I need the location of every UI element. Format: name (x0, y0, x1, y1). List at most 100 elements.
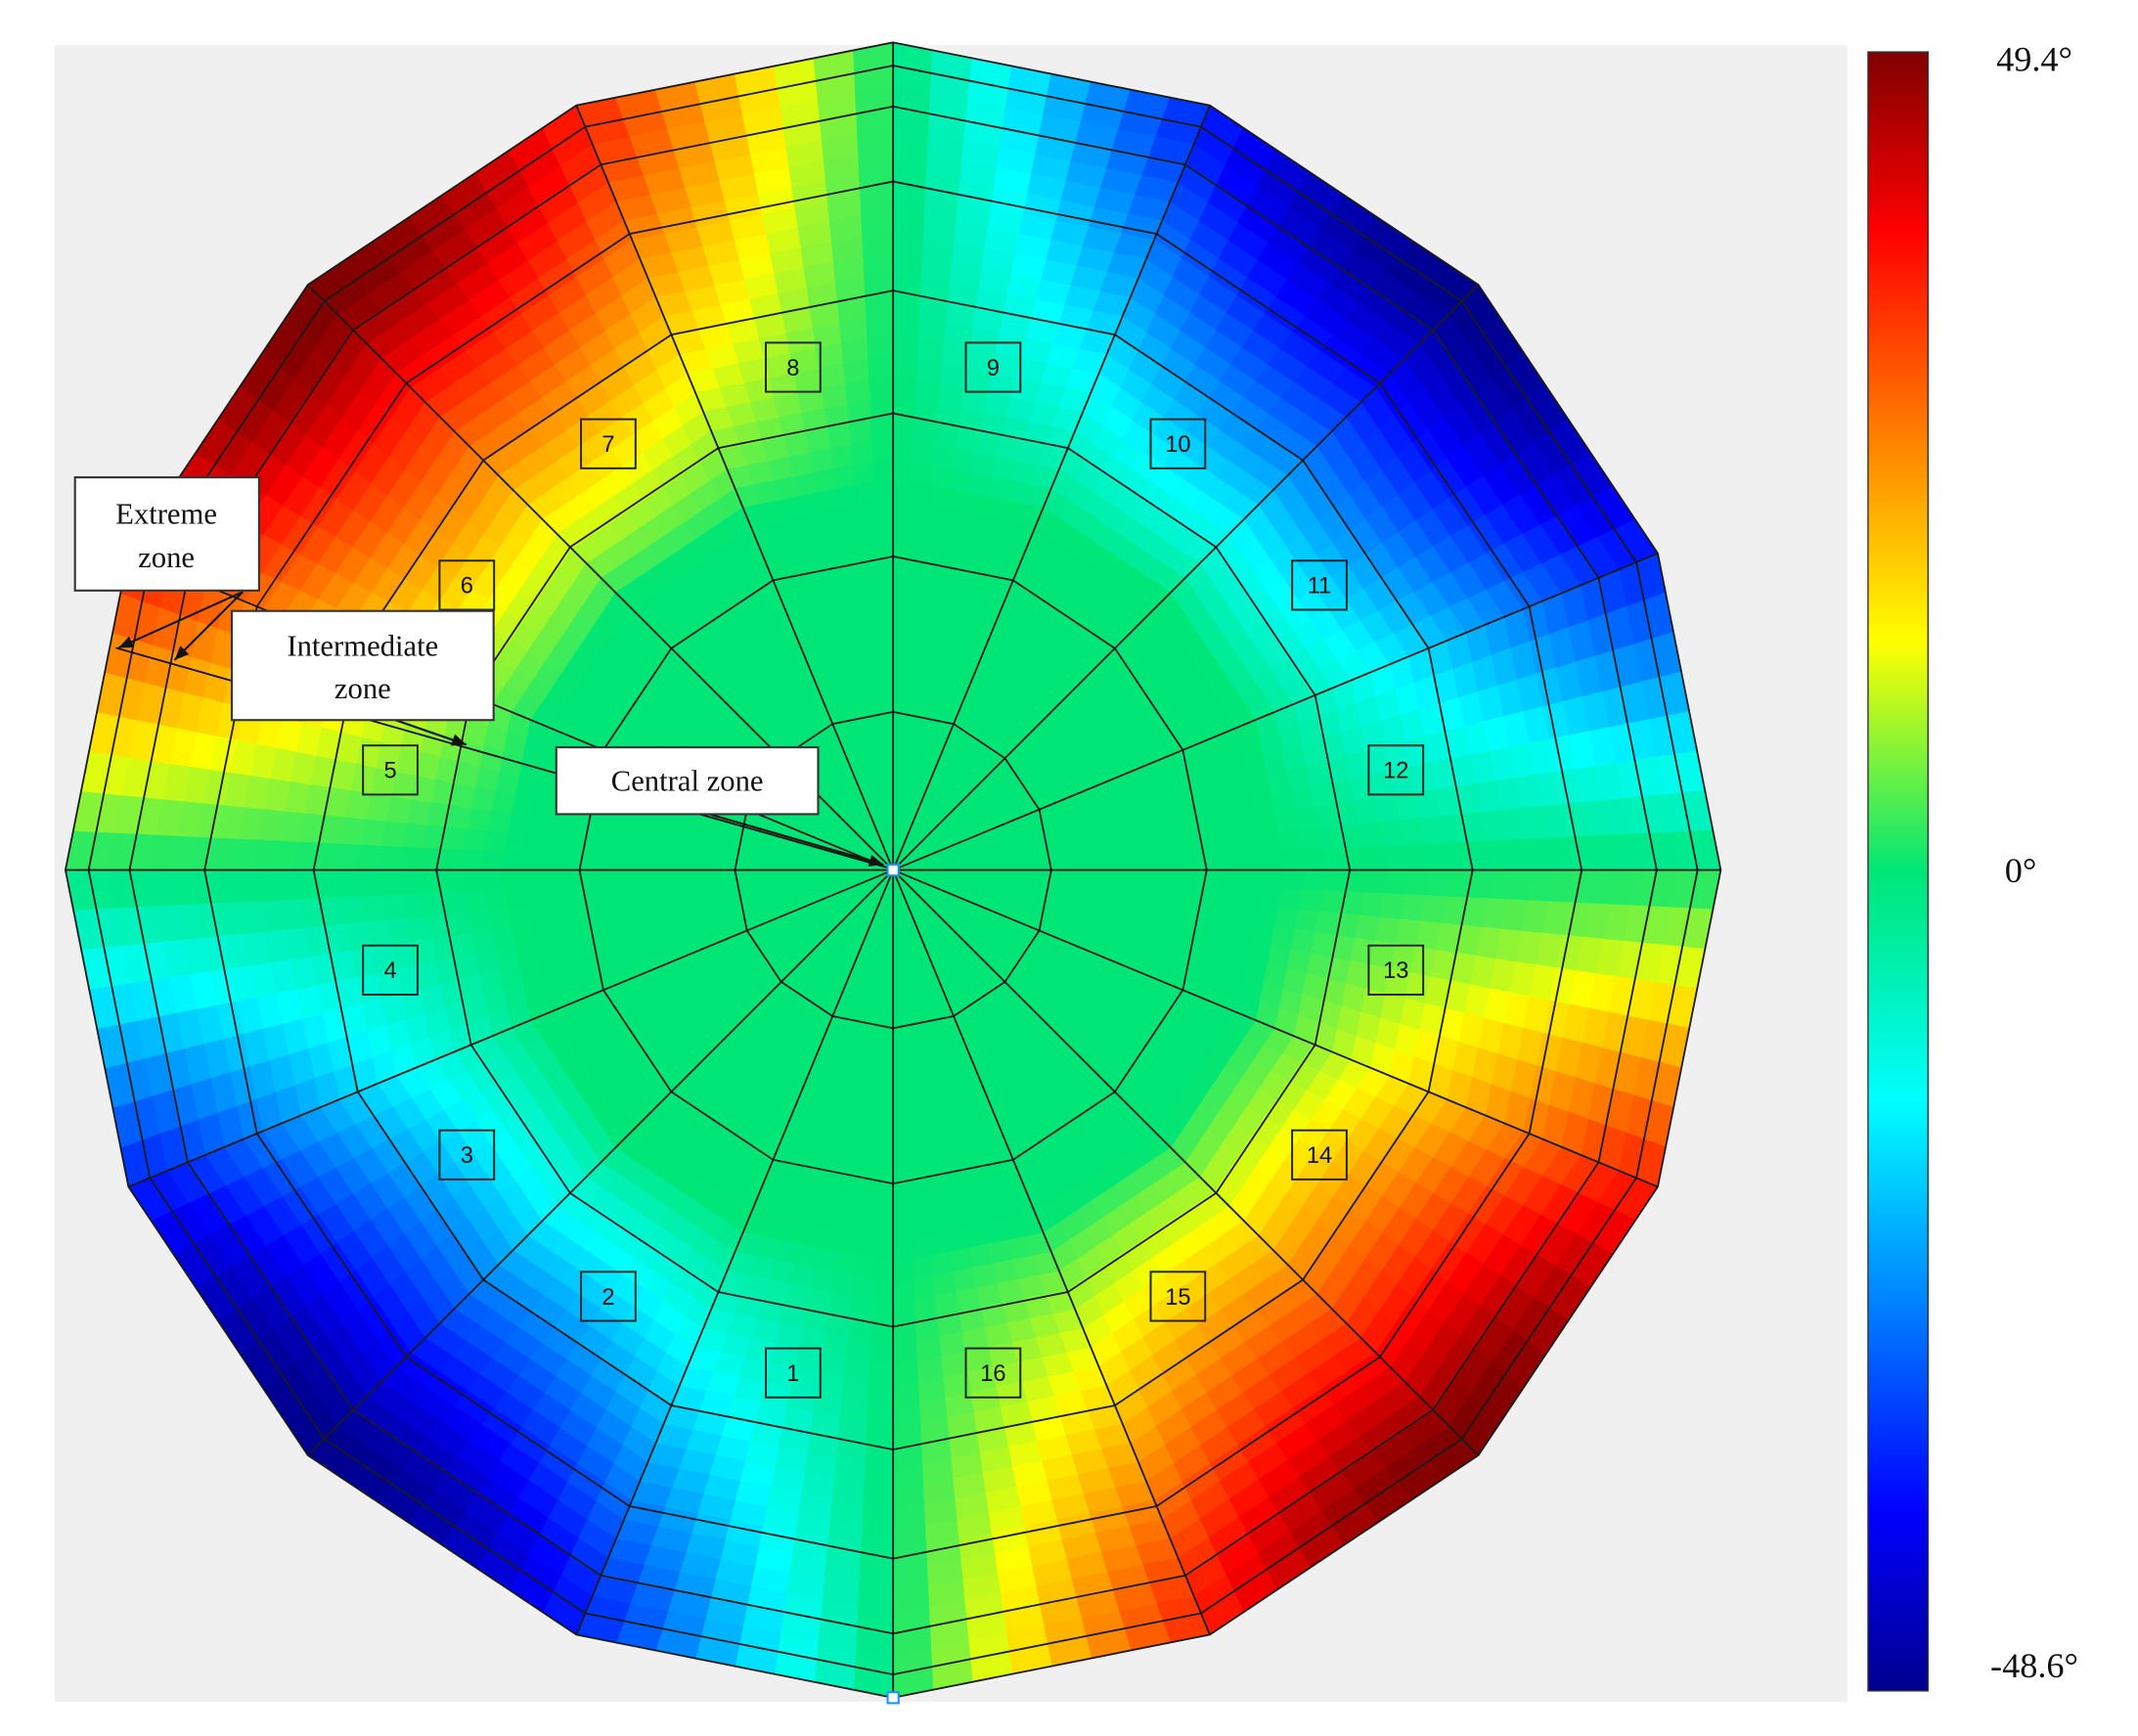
heat-cell (1077, 869, 1101, 881)
heat-cell (1220, 869, 1246, 888)
heat-cell (519, 869, 546, 889)
heat-cell (602, 855, 628, 871)
heat-cell (863, 1153, 880, 1179)
heat-cell (1136, 843, 1161, 860)
heat-cell (821, 507, 844, 533)
heat-cell (901, 1051, 914, 1076)
heat-cell (1158, 855, 1184, 871)
heat-cell (747, 869, 772, 878)
heat-mesh (65, 41, 1722, 1699)
heat-cell (1158, 869, 1184, 885)
heat-cell (925, 1211, 948, 1236)
heat-cell (892, 992, 901, 1016)
heat-cell (530, 919, 556, 943)
heat-cell (607, 895, 633, 913)
heat-cell (906, 1153, 924, 1179)
heat-cell (1240, 851, 1267, 871)
heat-cell (523, 833, 550, 854)
heat-cell (892, 662, 904, 687)
heat-cell (892, 1197, 911, 1223)
heat-cell (1240, 869, 1267, 889)
heat-cell (905, 1133, 922, 1158)
heat-cell (585, 883, 610, 901)
heat-cell (1015, 862, 1039, 871)
heat-cell (1056, 860, 1081, 871)
heat-cell (892, 558, 909, 584)
heat-cell (892, 1135, 908, 1161)
heat-cell (892, 642, 905, 666)
heat-cell (909, 500, 930, 526)
heat-cell (1179, 854, 1205, 871)
heat-cell (1075, 849, 1099, 863)
heat-cell (1217, 885, 1243, 905)
heat-cell (1220, 852, 1246, 871)
heat-cell (892, 1094, 906, 1120)
heat-cell (1237, 833, 1264, 854)
heat-cell (526, 903, 553, 924)
heat-cell (892, 1218, 912, 1244)
heat-cell (892, 600, 907, 625)
heat-cell (623, 856, 648, 871)
heat-cell (892, 971, 900, 996)
heat-cell (875, 1197, 894, 1223)
heat-cell (523, 886, 550, 907)
heat-cell (644, 869, 669, 883)
heat-cell (874, 1218, 894, 1244)
heat-cell (1097, 858, 1122, 871)
heat-cell (904, 1112, 920, 1137)
heat-cell (892, 1053, 904, 1078)
heat-cell (1174, 824, 1199, 843)
heat-cell (1177, 839, 1202, 858)
heat-cell (919, 1150, 939, 1176)
heat-cell (582, 869, 607, 886)
heat-cell (707, 877, 732, 889)
heat-cell (892, 1115, 907, 1140)
heat-cell (1237, 886, 1264, 907)
heat-cell (623, 869, 648, 884)
heat-cell (1137, 869, 1163, 884)
heat-cell (1177, 883, 1202, 901)
heat-cell (1134, 830, 1158, 847)
heat-cell (588, 897, 613, 915)
heat-cell (687, 878, 712, 891)
heat-cell (1179, 869, 1205, 886)
heat-cell (540, 869, 566, 888)
heat-cell (1115, 845, 1140, 861)
heat-cell (892, 497, 912, 523)
heat-cell (605, 841, 631, 859)
heat-cell (859, 1193, 878, 1220)
heat-cell (1156, 882, 1181, 899)
heat-cell (943, 1207, 965, 1233)
heat-cell (879, 1115, 894, 1140)
heat-cell (1117, 869, 1142, 883)
heat-cell (1036, 861, 1060, 871)
heat-cell (547, 901, 572, 921)
heat-cell (626, 881, 650, 897)
heat-cell (644, 857, 669, 871)
heat-cell (1097, 869, 1122, 882)
heat-cell (892, 1156, 909, 1181)
heat-cell (1214, 819, 1239, 839)
heat-cell (646, 880, 671, 895)
heat-cell (892, 517, 911, 543)
heat-cell (892, 1012, 902, 1037)
heat-cell (664, 869, 690, 882)
heat-cell (906, 561, 924, 587)
heat-cell (881, 1074, 894, 1098)
heat-cell (915, 1110, 933, 1135)
heat-cell (544, 835, 569, 855)
heat-cell (582, 854, 607, 871)
heat-cell (892, 1033, 903, 1057)
heat-cell (1117, 857, 1142, 871)
heat-cell (519, 851, 546, 871)
heat-cell (892, 1074, 905, 1098)
heat-cell (1153, 827, 1179, 845)
heat-cell (857, 1214, 877, 1240)
heat-cell (685, 859, 710, 871)
heat-cell (923, 1190, 945, 1217)
heat-cell (1233, 816, 1260, 837)
heat-cell (585, 839, 610, 858)
